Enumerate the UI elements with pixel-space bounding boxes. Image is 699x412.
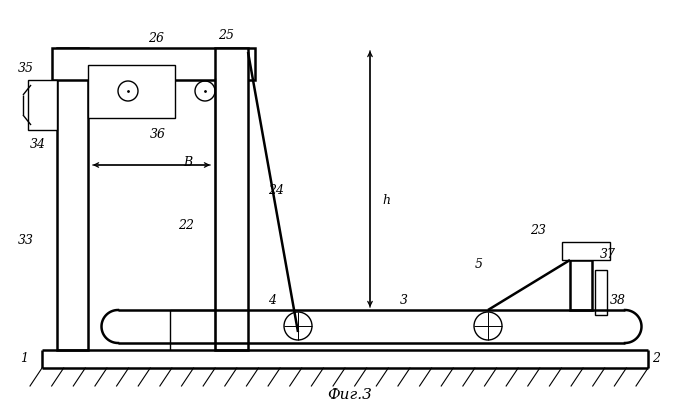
Bar (57, 48, 88, 350)
Text: 4: 4 (268, 293, 276, 307)
Bar (52, 48, 255, 80)
Text: Фиг.3: Фиг.3 (327, 388, 372, 402)
Text: B: B (183, 155, 192, 169)
Text: 35: 35 (18, 61, 34, 75)
Text: 26: 26 (148, 31, 164, 44)
Text: 23: 23 (530, 223, 546, 236)
Text: 38: 38 (610, 293, 626, 307)
Bar (28, 80, 57, 130)
Text: 36: 36 (150, 129, 166, 141)
Text: 5: 5 (475, 258, 483, 272)
Bar (88, 65, 175, 118)
Text: 22: 22 (178, 218, 194, 232)
Text: 25: 25 (218, 28, 234, 42)
Bar (215, 48, 248, 350)
Text: 24: 24 (268, 183, 284, 197)
Text: h: h (382, 194, 390, 206)
Text: 37: 37 (600, 248, 616, 262)
Text: 3: 3 (400, 293, 408, 307)
Text: 1: 1 (20, 351, 28, 365)
Text: 34: 34 (30, 138, 46, 152)
Text: 33: 33 (18, 234, 34, 246)
Bar (570, 260, 592, 310)
Bar (562, 242, 610, 260)
Text: 2: 2 (652, 351, 660, 365)
Bar (595, 270, 607, 315)
